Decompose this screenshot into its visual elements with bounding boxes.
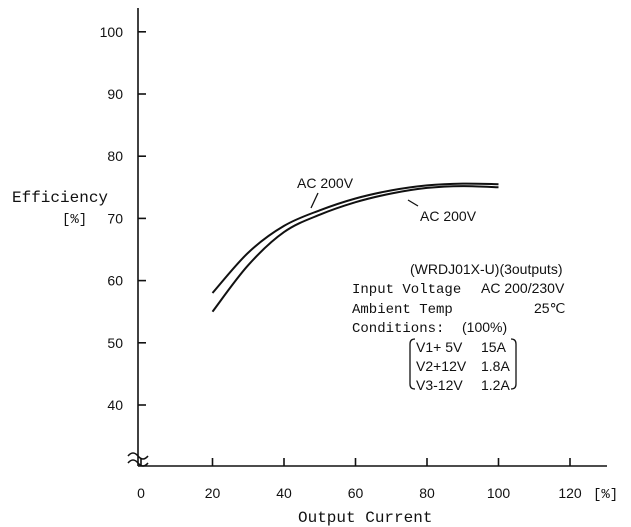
left-brace bbox=[409, 338, 416, 390]
y-tick-label: 70 bbox=[107, 210, 123, 226]
x-tick-label: 80 bbox=[419, 485, 435, 501]
x-tick-label: 100 bbox=[487, 485, 511, 501]
series-label-upper-leader bbox=[310, 192, 319, 209]
y-tick-label: 90 bbox=[107, 86, 123, 102]
conditions-label: Conditions: bbox=[352, 321, 444, 337]
x-tick-label: 40 bbox=[276, 485, 292, 501]
series-label-lower: AC 200V bbox=[420, 208, 477, 224]
y-axis-label: Efficiency bbox=[12, 189, 108, 207]
series-line-lower bbox=[211, 185, 499, 313]
axis-break-icon bbox=[127, 452, 149, 467]
x-axis-unit: [%] bbox=[593, 487, 618, 503]
right-brace bbox=[510, 338, 517, 390]
y-tick-label: 60 bbox=[107, 273, 123, 289]
x-tick-label: 60 bbox=[348, 485, 364, 501]
x-ticks: 0 20 40 60 80 100 120 bbox=[137, 458, 582, 501]
y-axis-unit: [%] bbox=[62, 212, 87, 228]
x-tick-label: 0 bbox=[137, 485, 145, 501]
y-tick-label: 80 bbox=[107, 148, 123, 164]
series-line-upper bbox=[211, 182, 499, 294]
conditions-value: (100%) bbox=[462, 319, 507, 335]
input-voltage-value: AC 200/230V bbox=[481, 280, 565, 296]
series-label-upper: AC 200V bbox=[297, 175, 354, 191]
y-tick-label: 100 bbox=[100, 24, 124, 40]
conditions-block: (WRDJ01X-U)(3outputs) Input Voltage AC 2… bbox=[352, 261, 565, 393]
x-tick-label: 20 bbox=[205, 485, 221, 501]
x-tick-label: 120 bbox=[558, 485, 582, 501]
y-ticks: 40 50 60 70 80 90 100 bbox=[100, 24, 146, 413]
input-voltage-label: Input Voltage bbox=[352, 282, 461, 298]
output-v1-name: V1+ 5V bbox=[416, 339, 463, 355]
series-label-lower-leader bbox=[407, 199, 419, 207]
model-label: (WRDJ01X-U)(3outputs) bbox=[410, 261, 562, 277]
y-tick-label: 50 bbox=[107, 335, 123, 351]
output-v2-name: V2+12V bbox=[416, 358, 467, 374]
output-v2-current: 1.8A bbox=[481, 358, 510, 374]
y-tick-label: 40 bbox=[107, 397, 123, 413]
ambient-temp-value: 25℃ bbox=[534, 300, 565, 316]
ambient-temp-label: Ambient Temp bbox=[352, 302, 453, 318]
output-v3-current: 1.2A bbox=[481, 377, 510, 393]
series-curves bbox=[211, 182, 499, 313]
output-v3-name: V3-12V bbox=[416, 377, 463, 393]
x-axis-label: Output Current bbox=[298, 509, 432, 527]
output-v1-current: 15A bbox=[481, 339, 507, 355]
